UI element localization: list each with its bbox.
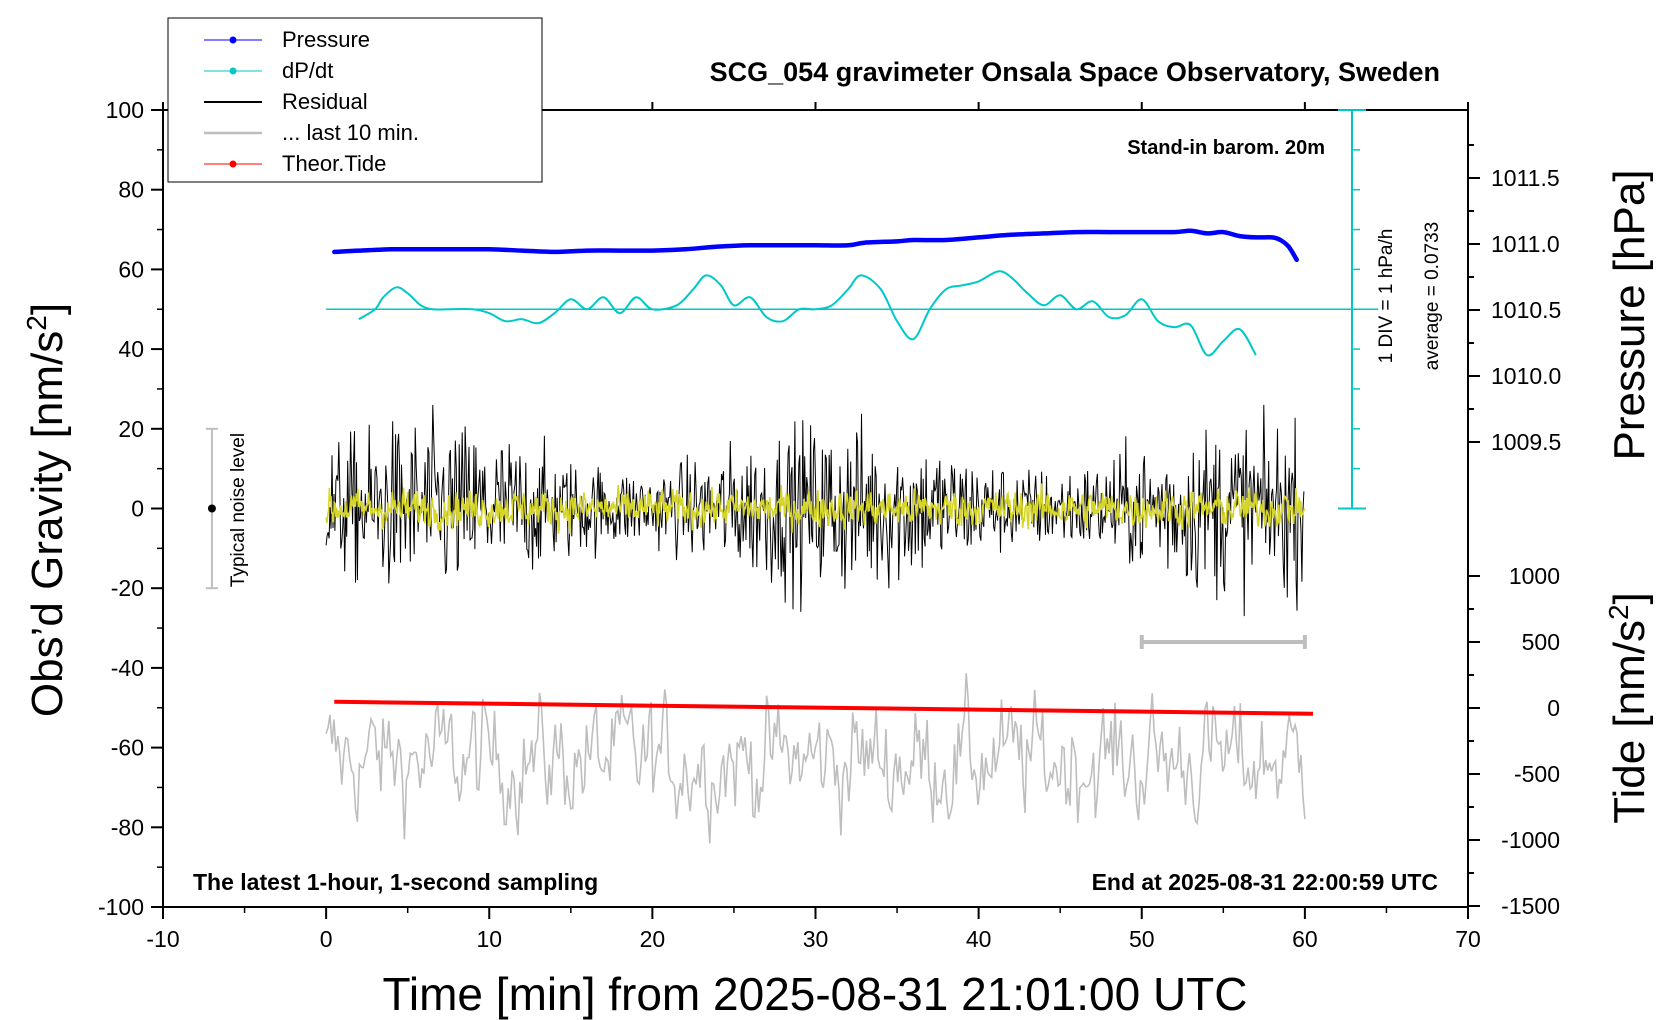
y-axis-label-tide-end: ] — [1605, 592, 1654, 604]
noise-bar-dot — [207, 504, 216, 513]
legend-label-2: Residual — [282, 89, 368, 114]
pressure-tick-label: 1011.5 — [1491, 165, 1560, 191]
pressure-axis-ticks: 1011.5 1011.0 1010.5 1010.0 1009.5 — [1468, 144, 1561, 455]
pressure-line — [332, 228, 1299, 263]
noise-label: Typical noise level — [228, 433, 249, 587]
x-tick-label: 10 — [476, 926, 502, 952]
y-axis-label-tide: Tide [nm/s2] — [1603, 592, 1654, 824]
y-tick-label: 20 — [118, 416, 144, 442]
y-tick-label: -80 — [111, 814, 144, 840]
y-tick-label: -20 — [111, 575, 144, 601]
barometer-note: Stand-in barom. 20m — [1127, 137, 1325, 159]
y-axis-label-left-end: ] — [23, 303, 72, 315]
last-10-min-bar — [1139, 635, 1307, 649]
y-axis-label-pressure: Pressure [hPa] — [1605, 169, 1654, 460]
legend-box — [167, 17, 543, 183]
x-tick-label: 40 — [966, 926, 992, 952]
chart-title: SCG_054 gravimeter Onsala Space Observat… — [710, 57, 1440, 87]
tide-tick-label: -1000 — [1501, 827, 1560, 853]
y-tick-label: -100 — [98, 894, 144, 920]
legend-marker-1 — [229, 67, 237, 75]
last-10-min-trace — [325, 673, 1306, 844]
y-axis-label-left-sup: 2 — [21, 315, 52, 331]
legend-label-3: ... last 10 min. — [282, 120, 419, 145]
bottom-left-note: The latest 1-hour, 1-second sampling — [193, 869, 598, 895]
pressure-tick-label: 1010.0 — [1491, 363, 1561, 389]
legend-marker-0 — [229, 36, 237, 44]
tide-axis-ticks: 1000 500 0 -500 -1000 -1500 — [1468, 563, 1560, 919]
y-axis-label-left: Obs’d Gravity [nm/s2] — [21, 303, 72, 717]
legend-marker-4 — [229, 160, 237, 168]
tide-tick-label: 0 — [1547, 695, 1560, 721]
legend-label-0: Pressure — [282, 27, 370, 52]
y-tick-label: -40 — [111, 655, 144, 681]
y-tick-label: 80 — [118, 177, 144, 203]
y-tick-label: 60 — [118, 256, 144, 282]
tide-tick-label: -1500 — [1501, 893, 1560, 919]
legend-label-1: dP/dt — [282, 58, 333, 83]
pressure-tick-label: 1009.5 — [1491, 429, 1561, 455]
pressure-tick-label: 1010.5 — [1491, 297, 1561, 323]
y-axis-label-tide-sup: 2 — [1603, 604, 1634, 620]
y-tick-label: 0 — [131, 496, 144, 522]
pressure-tick-label: 1011.0 — [1491, 231, 1560, 257]
tide-tick-label: 500 — [1522, 629, 1560, 655]
tide-tick-label: 1000 — [1509, 563, 1560, 589]
x-axis-label: Time [min] from 2025-08-31 21:01:00 UTC — [383, 968, 1248, 1020]
tide-tick-label: -500 — [1514, 761, 1560, 787]
y-tick-label: 40 — [118, 336, 144, 362]
x-axis-ticks: -10 0 10 20 30 40 50 60 70 — [146, 102, 1481, 952]
y-axis-ticks: 100 80 60 40 20 0 -20 -40 -60 -80 -100 — [98, 97, 163, 920]
x-tick-label: 20 — [640, 926, 666, 952]
x-tick-label: -10 — [146, 926, 179, 952]
legend-label-4: Theor.Tide — [282, 151, 386, 176]
dpdt-line — [358, 270, 1257, 357]
bottom-right-note: End at 2025-08-31 22:00:59 UTC — [1092, 869, 1438, 895]
x-tick-label: 0 — [320, 926, 333, 952]
noise-level-bar — [205, 427, 218, 590]
x-tick-label: 70 — [1455, 926, 1481, 952]
x-tick-label: 60 — [1292, 926, 1318, 952]
average-label: average = 0.0733 — [1422, 222, 1443, 370]
x-tick-label: 50 — [1129, 926, 1155, 952]
legend-items: Pressure dP/dt Residual ... last 10 min. The… — [204, 27, 419, 176]
residual-smoothed-trace — [325, 483, 1306, 534]
legend: Pressure dP/dt Residual ... last 10 min. The… — [167, 17, 543, 183]
y-tick-label: 100 — [106, 97, 144, 123]
series-layer — [325, 228, 1379, 844]
x-tick-label: 30 — [803, 926, 829, 952]
theor-tide-line — [334, 699, 1314, 716]
div-label: 1 DIV = 1 hPa/h — [1376, 229, 1397, 364]
y-tick-label: -60 — [111, 735, 144, 761]
